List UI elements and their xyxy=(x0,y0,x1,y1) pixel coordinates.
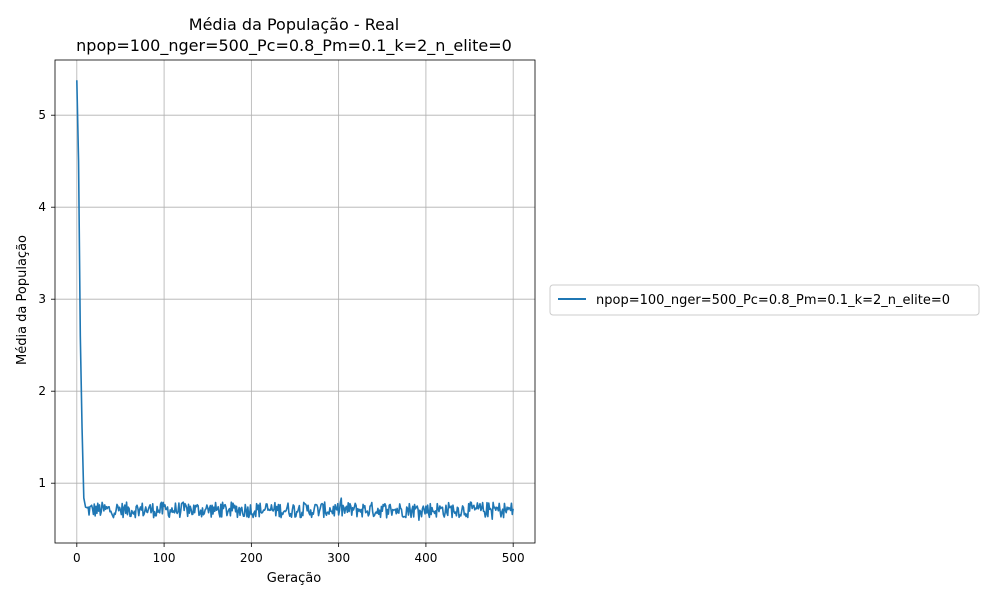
y-tick-label: 4 xyxy=(38,200,46,214)
chart-title: Média da População - Real xyxy=(189,15,399,34)
y-axis-label: Média da População xyxy=(15,235,30,365)
x-tick-label: 200 xyxy=(240,551,263,565)
chart-subtitle: npop=100_nger=500_Pc=0.8_Pm=0.1_k=2_n_el… xyxy=(76,36,512,56)
x-axis-label: Geração xyxy=(267,571,321,586)
series-line xyxy=(76,80,514,521)
axes: 0 100 200 300 400 500 1 2 3 4 5 xyxy=(38,59,536,565)
plot-area xyxy=(76,80,514,521)
grid-lines xyxy=(55,60,535,543)
y-tick-label: 3 xyxy=(38,292,46,306)
x-tick-label: 300 xyxy=(327,551,350,565)
y-tick-label: 2 xyxy=(38,384,46,398)
legend: npop=100_nger=500_Pc=0.8_Pm=0.1_k=2_n_el… xyxy=(549,284,980,316)
x-tick-label: 0 xyxy=(73,551,81,565)
legend-box xyxy=(549,284,980,316)
legend-entry-label: npop=100_nger=500_Pc=0.8_Pm=0.1_k=2_n_el… xyxy=(596,293,950,308)
x-tick-label: 400 xyxy=(414,551,437,565)
y-tick-label: 1 xyxy=(38,476,46,490)
y-tick-label: 5 xyxy=(38,108,46,122)
axes-frame xyxy=(54,59,536,544)
x-tick-label: 100 xyxy=(153,551,176,565)
x-tick-label: 500 xyxy=(502,551,525,565)
